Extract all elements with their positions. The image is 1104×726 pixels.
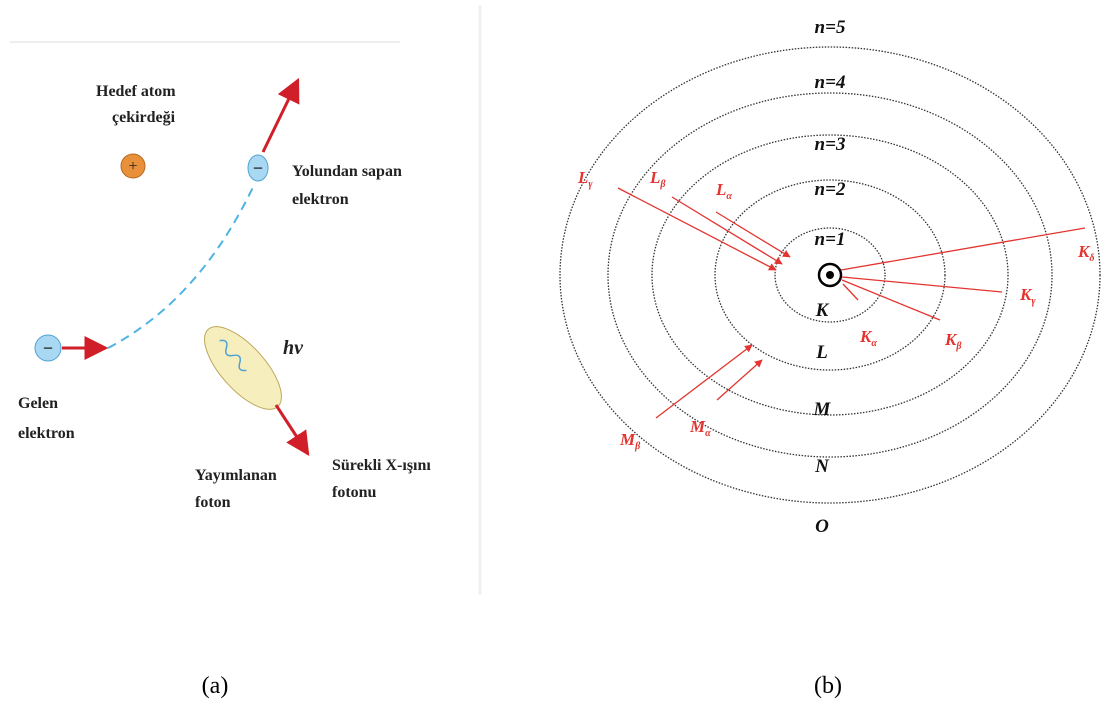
transition-letter: M: [619, 430, 636, 449]
transition-label: Kδ: [1077, 242, 1094, 264]
transition-label: Lβ: [649, 168, 666, 190]
transition-line: [716, 359, 763, 401]
transition-label: Kβ: [944, 330, 962, 352]
level-label: n=5: [815, 17, 846, 38]
photon-symbol: hν: [283, 337, 304, 359]
shell-label: O: [815, 516, 829, 537]
transition-sub: γ: [1031, 296, 1036, 307]
caption: (a): [202, 673, 229, 699]
nucleus-label: çekirdeği: [112, 109, 176, 126]
xray-arrow: [274, 404, 310, 457]
transition-label: Kγ: [1019, 285, 1036, 307]
panel-a: Hedef atom çekirdeği + − Yolundan sapan …: [10, 5, 482, 699]
transition-sub: γ: [588, 179, 593, 190]
nucleus-label: Hedef atom: [96, 83, 176, 100]
scattered-electron: [247, 154, 269, 182]
transition-sub: β: [634, 441, 641, 452]
transition-letter: K: [859, 327, 873, 346]
transition-line: [617, 187, 777, 271]
transition-label: Kα: [859, 327, 877, 349]
level-label: n=1: [815, 229, 846, 250]
incident-label: elektron: [18, 425, 75, 442]
nucleus: [120, 153, 146, 179]
scattered-label: Yolundan sapan: [292, 163, 402, 180]
photon-label: Yayımlanan: [195, 467, 277, 484]
transition-sub: β: [659, 179, 666, 190]
level-label: n=2: [815, 179, 846, 200]
transition-letter: K: [1077, 242, 1091, 261]
transition-letter: M: [689, 417, 706, 436]
transition-sub: α: [705, 428, 711, 439]
scattered-arrow: [261, 77, 300, 153]
transition-letter: K: [944, 330, 958, 349]
photon-label: foton: [195, 494, 231, 511]
transition-letter: K: [1019, 285, 1033, 304]
photon-wave: [219, 339, 247, 372]
incident-electron: [34, 334, 62, 362]
transition-label: Lα: [715, 180, 732, 202]
transition-letter: L: [715, 180, 726, 199]
transition-line: [841, 279, 941, 321]
trajectory: [107, 182, 256, 349]
transition-label: Mα: [689, 417, 711, 439]
shell-orbit: [559, 46, 1101, 504]
scattered-label: elektron: [292, 191, 349, 208]
level-label: n=3: [815, 134, 846, 155]
photon: [204, 326, 282, 410]
transition-line: [655, 344, 753, 419]
electron-sign: −: [253, 158, 263, 178]
transition-line: [671, 196, 783, 265]
transition-label: Mβ: [619, 430, 641, 452]
xray-label: fotonu: [332, 484, 377, 501]
transition-line: [841, 276, 1003, 293]
shell-label: N: [814, 456, 830, 477]
transition-line: [842, 283, 859, 301]
electron-sign: −: [43, 338, 53, 358]
transition-sub: δ: [1089, 253, 1094, 264]
transition-line: [715, 211, 791, 258]
transition-line: [840, 227, 1086, 271]
level-label: n=4: [815, 72, 846, 93]
transition-label: Lγ: [577, 168, 593, 190]
xray-label: Sürekli X-ışını: [332, 457, 431, 474]
nucleus-sign: +: [128, 158, 137, 175]
shell-label: L: [815, 342, 828, 363]
transition-letter: L: [577, 168, 588, 187]
shell-orbit: [714, 179, 946, 371]
nucleus-core: [826, 271, 834, 279]
transition-sub: α: [726, 191, 732, 202]
transition-letter: L: [649, 168, 660, 187]
shell-orbit: [607, 92, 1053, 458]
transition-sub: α: [871, 338, 877, 349]
transition-sub: β: [955, 341, 962, 352]
incident-label: Gelen: [18, 395, 58, 412]
shell-label: M: [813, 399, 832, 420]
caption: (b): [814, 673, 842, 699]
shell-orbit: [774, 227, 886, 323]
shell-orbit: [651, 134, 1009, 416]
shell-label: K: [815, 300, 830, 321]
